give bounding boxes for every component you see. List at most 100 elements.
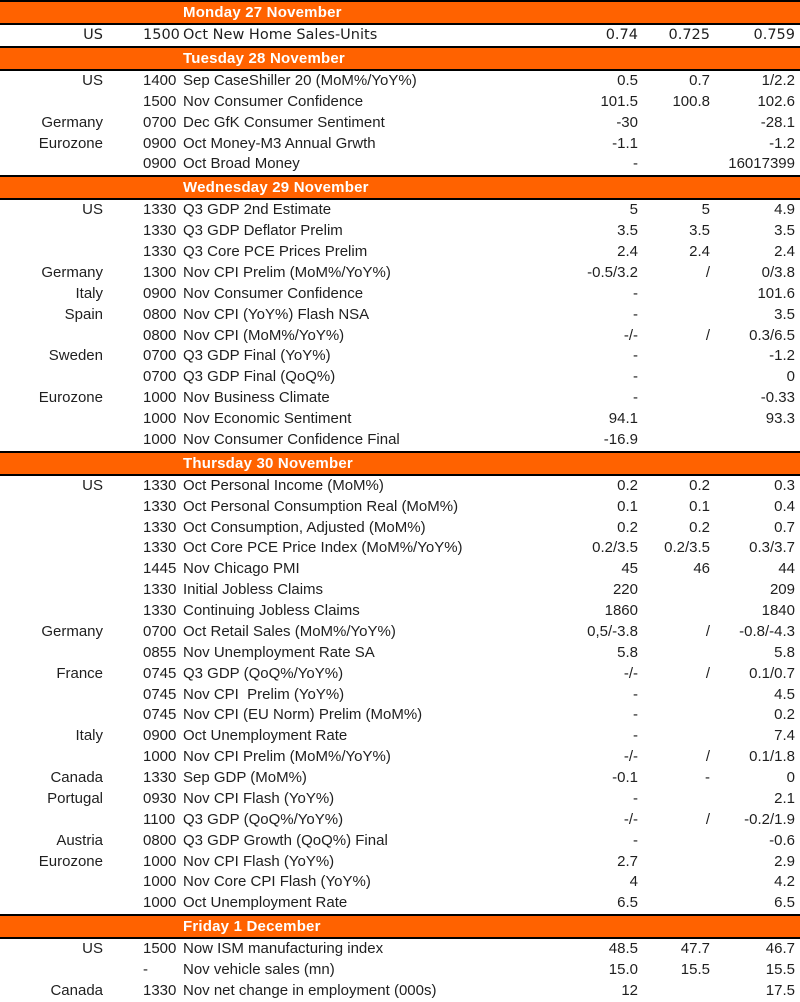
table-row: 1330 Continuing Jobless Claims 1860 1840 [0, 601, 800, 622]
cell-value-2: 0.2 [689, 518, 710, 536]
table-row: - Nov vehicle sales (mn) 15.0 15.5 15.5 [0, 960, 800, 981]
cell-value-2: 46 [693, 560, 710, 578]
table-row: Spain 0800 Nov CPI (YoY%) Flash NSA - 3.… [0, 305, 800, 326]
day-band: Monday 27 November [0, 0, 800, 25]
cell-value-3: 0.1/1.8 [749, 748, 795, 766]
cell-value-1: 12 [621, 981, 638, 999]
cell-time: 1330 [143, 222, 177, 240]
cell-time: 1000 [143, 389, 177, 407]
cell-value-2: / [705, 263, 710, 281]
cell-value-3: 2.4 [774, 243, 795, 260]
cell-time: 1330 [143, 497, 177, 515]
cell-time: 1330 [143, 476, 177, 494]
table-row: US 1500 Now ISM manufacturing index 48.5… [0, 939, 800, 960]
cell-value-3: 4.5 [774, 685, 795, 703]
table-row: US 1500 Oct New Home Sales-Units 0.74 0.… [0, 25, 800, 46]
cell-value-3: 4.2 [774, 873, 795, 891]
cell-event: Nov CPI (EU Norm) Prelim (MoM%) [183, 706, 423, 724]
cell-time: 0800 [143, 831, 177, 849]
cell-value-3: 3.5 [774, 305, 795, 323]
table-row: 1330 Q3 Core PCE Prices Prelim 2.4 2.4 2… [0, 242, 800, 263]
table-row: 0900 Oct Broad Money - 16017399 [0, 154, 800, 175]
cell-value-2: / [705, 664, 710, 682]
cell-country: US [82, 201, 103, 219]
cell-event: Sep CaseShiller 20 (MoM%/YoY%) [183, 71, 417, 89]
cell-event: Nov vehicle sales (mn) [183, 961, 335, 978]
table-row: Austria 0800 Q3 GDP Growth (QoQ%) Final … [0, 831, 800, 852]
table-row: 1000 Nov Consumer Confidence Final -16.9 [0, 430, 800, 451]
cell-time: 0700 [143, 113, 177, 131]
cell-time: 1330 [143, 539, 177, 557]
cell-time: 1000 [143, 894, 177, 912]
cell-value-1: 2.7 [617, 852, 638, 870]
cell-event: Nov CPI Prelim (YoY%) [183, 685, 345, 703]
cell-event: Nov Economic Sentiment [183, 410, 352, 427]
cell-value-2: 15.5 [680, 961, 710, 978]
cell-event: Nov CPI Prelim (MoM%/YoY%) [183, 748, 391, 766]
cell-value-1: 0.2 [617, 518, 638, 536]
cell-event: Nov Core CPI Flash (YoY%) [183, 873, 371, 891]
cell-time: 1000 [143, 852, 177, 870]
cell-value-3: 101.6 [757, 284, 795, 302]
table-row: 1000 Nov Core CPI Flash (YoY%) 4 4.2 [0, 872, 800, 893]
cell-event: Nov Consumer Confidence [183, 284, 364, 302]
cell-value-3: -1.2 [769, 347, 795, 365]
cell-value-2: 0.2 [689, 476, 710, 494]
cell-time: 0900 [143, 155, 177, 173]
cell-value-1: 0.5 [617, 71, 638, 89]
table-row: Italy 0900 Oct Unemployment Rate - 7.4 [0, 726, 800, 747]
cell-value-3: 17.5 [765, 981, 795, 999]
cell-time: 1500 [143, 940, 177, 958]
cell-time: 0745 [143, 685, 177, 703]
cell-event: Oct Personal Consumption Real (MoM%) [183, 497, 459, 515]
cell-event: Now ISM manufacturing index [183, 940, 384, 958]
cell-event: Nov CPI Flash (YoY%) [183, 852, 335, 870]
table-row: 1330 Initial Jobless Claims 220 209 [0, 580, 800, 601]
cell-time: - [143, 961, 148, 978]
table-row: Italy 0900 Nov Consumer Confidence - 101… [0, 284, 800, 305]
cell-event: Oct Money-M3 Annual Grwth [183, 134, 376, 152]
cell-value-1: - [633, 831, 638, 849]
cell-time: 0900 [143, 284, 177, 302]
cell-value-3: 1840 [761, 602, 795, 619]
cell-value-1: - [633, 305, 638, 323]
cell-time: 0900 [143, 727, 177, 745]
cell-value-3: 209 [769, 581, 795, 599]
cell-value-1: -30 [616, 113, 638, 131]
cell-event: Oct New Home Sales-Units [183, 27, 378, 43]
table-row: Canada 1330 Sep GDP (MoM%) -0.1 - 0 [0, 768, 800, 789]
cell-value-1: -/- [623, 810, 638, 828]
cell-value-3: 2.9 [774, 852, 795, 870]
cell-event: Oct Consumption, Adjusted (MoM%) [183, 518, 426, 536]
cell-value-1: -0.1 [612, 769, 638, 786]
cell-value-1: -/- [623, 664, 638, 682]
cell-value-3: 0.759 [753, 27, 795, 43]
cell-country: Spain [64, 305, 103, 323]
cell-value-3: -28.1 [760, 113, 795, 131]
cell-event: Q3 GDP Final (QoQ%) [183, 368, 336, 386]
cell-value-2: 0.2/3.5 [664, 539, 710, 557]
table-row: US 1330 Oct Personal Income (MoM%) 0.2 0… [0, 476, 800, 497]
table-row: 1445 Nov Chicago PMI 45 46 44 [0, 559, 800, 580]
cell-value-1: 220 [612, 581, 638, 599]
cell-time: 1330 [143, 602, 177, 619]
cell-country: Sweden [48, 347, 103, 365]
cell-value-2: 2.4 [689, 243, 710, 260]
cell-country: Italy [75, 284, 103, 302]
cell-value-1: -0.5/3.2 [587, 263, 638, 281]
cell-event: Q3 GDP (QoQ%/YoY%) [183, 810, 344, 828]
cell-country: Canada [50, 769, 103, 786]
table-row: 0745 Nov CPI Prelim (YoY%) - 4.5 [0, 685, 800, 706]
cell-event: Oct Retail Sales (MoM%/YoY%) [183, 622, 396, 640]
cell-country: Portugal [47, 789, 103, 807]
cell-time: 0855 [143, 643, 177, 661]
table-row: 0800 Nov CPI (MoM%/YoY%) -/- / 0.3/6.5 [0, 326, 800, 347]
cell-value-1: 0,5/-3.8 [587, 622, 638, 640]
cell-event: Oct Unemployment Rate [183, 727, 348, 745]
cell-country: Germany [41, 263, 103, 281]
cell-value-3: 0 [786, 368, 795, 386]
cell-country: Eurozone [38, 134, 103, 152]
cell-country: US [83, 27, 103, 43]
cell-event: Sep GDP (MoM%) [183, 769, 307, 786]
cell-value-1: 0.2 [617, 476, 638, 494]
